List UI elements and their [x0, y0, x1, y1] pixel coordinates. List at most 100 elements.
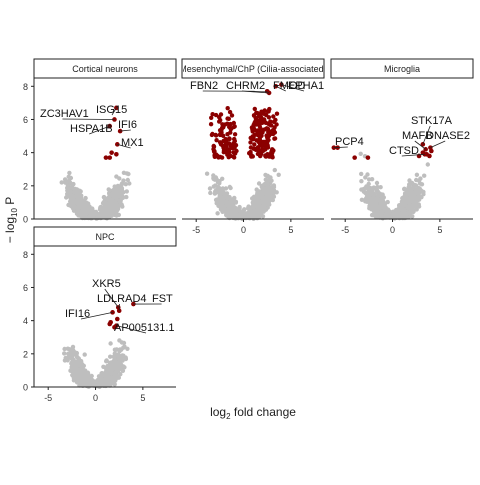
nonsig-point [367, 182, 371, 186]
nonsig-point [257, 200, 261, 204]
nonsig-point [259, 209, 263, 213]
nonsig-point [410, 203, 414, 207]
gene-label: MX1 [121, 137, 144, 149]
gene-label: FBN2 [190, 80, 218, 92]
labeled-point [115, 142, 120, 147]
sig-point [248, 150, 252, 154]
nonsig-point [71, 201, 75, 205]
sig-point [261, 118, 265, 122]
sig-point [249, 145, 253, 149]
sig-point [263, 154, 267, 158]
nonsig-point [62, 347, 66, 351]
sig-point [115, 317, 120, 322]
nonsig-point [116, 190, 120, 194]
nonsig-point [110, 192, 114, 196]
gene-label: IFI16 [65, 308, 90, 320]
nonsig-point [268, 196, 272, 200]
sig-point [209, 122, 213, 126]
sig-point [258, 124, 262, 128]
nonsig-point [395, 213, 399, 217]
sig-point [271, 148, 275, 152]
nonsig-point [99, 214, 103, 218]
sig-point [219, 132, 223, 136]
nonsig-point [375, 185, 379, 189]
facet-title: Mesenchymal/ChP (Cilia-associated) [179, 64, 326, 74]
sig-point [210, 132, 214, 136]
y-tick-label: 4 [23, 148, 28, 158]
nonsig-point [83, 352, 87, 356]
sig-point [230, 113, 234, 117]
nonsig-point [237, 208, 241, 212]
nonsig-point [108, 341, 112, 345]
sig-point [216, 155, 220, 159]
nonsig-point [359, 179, 363, 183]
nonsig-point [273, 168, 277, 172]
y-tick-label: 2 [23, 181, 28, 191]
gene-label: CTSD [389, 145, 419, 157]
sig-point [233, 124, 237, 128]
nonsig-point [375, 190, 379, 194]
nonsig-point [68, 190, 72, 194]
nonsig-point [237, 213, 241, 217]
nonsig-point [359, 152, 363, 156]
nonsig-point [119, 362, 123, 366]
y-tick-label: 0 [23, 383, 28, 393]
nonsig-point [406, 186, 410, 190]
nonsig-point [81, 213, 85, 217]
nonsig-point [415, 173, 419, 177]
y-axis-title: − log10 P [3, 197, 19, 244]
nonsig-point [217, 179, 221, 183]
gene-label: PCP4 [335, 136, 364, 148]
nonsig-point [252, 212, 256, 216]
facet-title: Cortical neurons [72, 64, 138, 74]
nonsig-point [126, 172, 130, 176]
nonsig-point [102, 200, 106, 204]
sig-point [219, 112, 223, 116]
nonsig-point [359, 187, 363, 191]
nonsig-point [107, 198, 111, 202]
sig-point [108, 320, 113, 325]
sig-point [267, 115, 271, 119]
nonsig-point [249, 209, 253, 213]
nonsig-point [266, 190, 270, 194]
gene-label: FST [152, 293, 173, 305]
y-axis-title-rest: P [3, 197, 17, 208]
sig-point [252, 133, 256, 137]
nonsig-point [73, 205, 77, 209]
nonsig-point [216, 204, 220, 208]
y-tick-label: 6 [23, 115, 28, 125]
nonsig-point [63, 177, 67, 181]
nonsig-point [67, 347, 71, 351]
sig-point [259, 134, 263, 138]
nonsig-point [105, 375, 109, 379]
nonsig-point [60, 180, 64, 184]
nonsig-point [419, 195, 423, 199]
sig-point [109, 150, 114, 155]
nonsig-point [77, 362, 81, 366]
nonsig-point [86, 206, 90, 210]
nonsig-point [110, 376, 114, 380]
sig-point [222, 148, 226, 152]
nonsig-point [269, 179, 273, 183]
nonsig-point [78, 202, 82, 206]
x-tick-label: 0 [93, 393, 98, 403]
nonsig-point [384, 212, 388, 216]
nonsig-point [121, 196, 125, 200]
nonsig-point [208, 191, 212, 195]
nonsig-point [263, 173, 267, 177]
nonsig-point [86, 380, 90, 384]
nonsig-point [376, 196, 380, 200]
nonsig-point [371, 187, 375, 191]
nonsig-point [367, 177, 371, 181]
nonsig-point [401, 208, 405, 212]
y-tick-label: 6 [23, 283, 28, 293]
nonsig-point [379, 212, 383, 216]
sig-point [264, 133, 268, 137]
nonsig-point [229, 208, 233, 212]
nonsig-point [213, 189, 217, 193]
nonsig-point [72, 195, 76, 199]
nonsig-point [215, 211, 219, 215]
sig-point [253, 107, 257, 111]
